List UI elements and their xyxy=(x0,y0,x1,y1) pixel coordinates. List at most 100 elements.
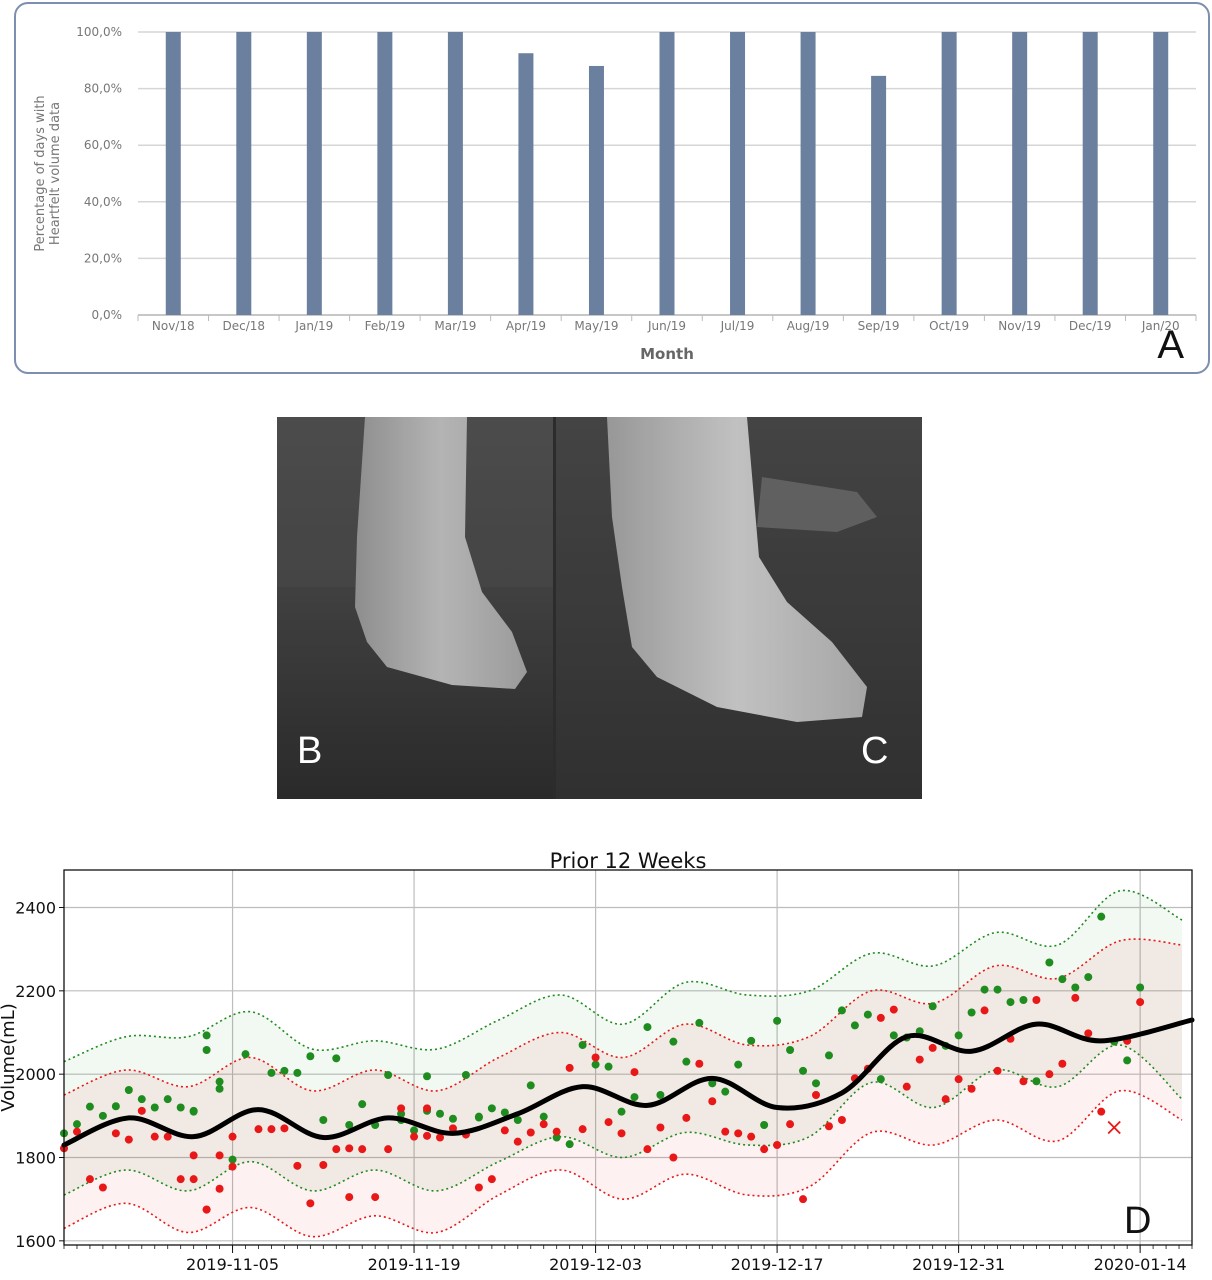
y-tick-label: 2400 xyxy=(15,899,56,918)
green-point xyxy=(799,1066,808,1075)
bar xyxy=(941,32,957,315)
green-point xyxy=(461,1071,470,1079)
red-point xyxy=(1045,1070,1054,1079)
y-axis-label: Volume(mL) xyxy=(0,1003,19,1112)
plot-frame xyxy=(63,869,1193,1246)
bar xyxy=(518,53,534,315)
red-point xyxy=(513,1137,522,1146)
bar xyxy=(1153,32,1169,315)
red-point xyxy=(397,1104,406,1113)
y-tick-label: 1800 xyxy=(15,1149,56,1168)
y-tick-label: 80,0% xyxy=(84,82,122,96)
red-point xyxy=(436,1133,444,1142)
red-point xyxy=(72,1127,81,1136)
red-point xyxy=(176,1175,185,1184)
bar xyxy=(165,32,181,315)
green-point xyxy=(474,1113,483,1122)
x-tick-label: Oct/19 xyxy=(929,319,969,333)
red-point xyxy=(267,1125,276,1134)
green-point xyxy=(552,1133,561,1142)
y-tick-label: 60,0% xyxy=(84,138,122,152)
red-point xyxy=(669,1153,678,1162)
red-point xyxy=(643,1145,652,1154)
green-point xyxy=(500,1108,509,1117)
y-tick-label: 2000 xyxy=(15,1065,56,1084)
green-point xyxy=(760,1121,769,1129)
green-point xyxy=(1097,912,1106,921)
red-point xyxy=(423,1131,432,1140)
red-point xyxy=(215,1184,224,1193)
red-point xyxy=(708,1097,717,1106)
red-point xyxy=(695,1059,704,1068)
green-point xyxy=(423,1072,432,1081)
red-point xyxy=(799,1195,808,1204)
x-tick-label: Feb/19 xyxy=(365,319,406,333)
red-point xyxy=(163,1132,172,1141)
y-tick-label: 2200 xyxy=(15,982,56,1001)
green-point xyxy=(202,1031,211,1040)
green-point xyxy=(137,1095,146,1104)
green-point xyxy=(954,1031,963,1040)
red-band-upper xyxy=(63,938,1183,1096)
green-point xyxy=(319,1116,328,1124)
green-point xyxy=(980,985,989,994)
green-point xyxy=(293,1068,302,1077)
red-band-lower xyxy=(63,1089,1183,1238)
red-point xyxy=(1097,1107,1106,1116)
green-point xyxy=(448,1114,457,1123)
y-tick-label: 0,0% xyxy=(92,308,123,322)
foot-photo-illustration xyxy=(277,417,922,799)
y-tick-label: 100,0% xyxy=(76,25,122,39)
red-point xyxy=(928,1043,937,1052)
x-tick-label: Jan/20 xyxy=(1141,319,1180,333)
green-point xyxy=(786,1046,795,1054)
panel-a-frame: 0,0% 20,0% 40,0% 60,0% 80,0% 100,0% Nov/18 Dec/… xyxy=(14,2,1210,374)
red-point xyxy=(254,1125,263,1134)
red-point xyxy=(967,1084,976,1093)
green-point xyxy=(993,985,1002,994)
foot-b-shape xyxy=(355,417,527,689)
photo-divider xyxy=(553,417,556,799)
panel-label-d: D xyxy=(1124,1200,1152,1242)
x-tick-label: 2019-12-31 xyxy=(912,1255,1005,1274)
red-band-fill xyxy=(64,939,1182,1237)
red-point xyxy=(215,1151,224,1160)
red-point xyxy=(1136,998,1145,1007)
red-point xyxy=(812,1091,820,1099)
green-point xyxy=(202,1046,211,1054)
green-band-fill xyxy=(64,890,1182,1195)
x-tick-label: Dec/19 xyxy=(1069,319,1112,333)
green-point xyxy=(539,1112,548,1121)
green-point xyxy=(124,1086,133,1094)
green-point xyxy=(928,1002,937,1011)
green-point xyxy=(241,1050,250,1059)
red-point xyxy=(1071,993,1080,1002)
trend-line xyxy=(61,1017,1195,1148)
bar xyxy=(236,32,252,315)
green-point xyxy=(98,1111,107,1120)
green-point xyxy=(708,1079,717,1088)
red-point xyxy=(319,1161,328,1169)
red-point xyxy=(954,1075,963,1084)
red-point xyxy=(773,1141,782,1149)
red-point xyxy=(980,1006,989,1015)
green-point xyxy=(384,1071,393,1079)
red-point xyxy=(345,1144,354,1153)
green-point xyxy=(643,1023,652,1032)
bar xyxy=(377,32,393,315)
red-point xyxy=(500,1126,509,1135)
red-point xyxy=(1019,1077,1028,1086)
green-point xyxy=(876,1075,885,1084)
green-point xyxy=(617,1107,626,1116)
green-point xyxy=(824,1051,833,1060)
bar xyxy=(588,65,604,316)
green-point xyxy=(1071,983,1080,992)
green-point xyxy=(747,1036,756,1045)
green-point xyxy=(565,1140,574,1149)
red-point xyxy=(306,1199,315,1208)
bar xyxy=(1012,32,1028,315)
red-point xyxy=(552,1127,561,1136)
green-point xyxy=(111,1102,120,1111)
red-point xyxy=(539,1120,548,1129)
panel-label-a: A xyxy=(1157,323,1184,367)
